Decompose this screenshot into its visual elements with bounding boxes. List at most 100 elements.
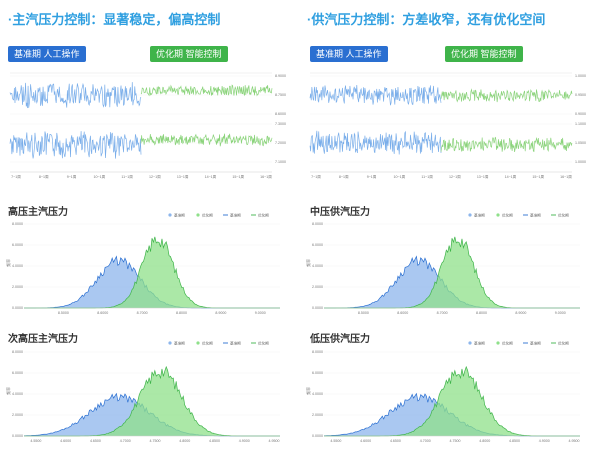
x-tick-label: 10~1周 [93, 174, 105, 179]
y-tick-label: 1.0500 [575, 141, 586, 145]
series-top-opt [440, 88, 573, 103]
y-tick-label: 1.1000 [575, 122, 586, 126]
legend-swatch [168, 341, 172, 345]
y-axis-label: 频率 [5, 259, 11, 267]
x-tick-label: 4.6000 [60, 439, 71, 443]
x-tick-label: 4.8000 [479, 439, 490, 443]
y-tick-label: 2.0000 [12, 413, 23, 417]
series-top-opt [140, 84, 273, 97]
y-tick-label: 2.0000 [312, 285, 323, 289]
x-tick-label: 16~1周 [260, 174, 272, 179]
x-tick-label: 12~1周 [149, 174, 161, 179]
x-tick-label: 4.7000 [420, 439, 431, 443]
x-tick-label: 8.6000 [397, 311, 408, 315]
x-tick-label: 4.6500 [390, 439, 401, 443]
y-tick-label: 0.0000 [12, 306, 23, 310]
legend-swatch [468, 341, 472, 345]
x-tick-label: 14~1周 [505, 174, 517, 179]
y-tick-label: 6.0000 [312, 243, 323, 247]
x-tick-label: 4.7500 [449, 439, 460, 443]
legend-label: 优化期 [502, 212, 513, 217]
left-timeseries-chart: 8.9000 8.7500 8.6000 7.3000 7.2000 7.1000 7~1周… [9, 72, 286, 179]
left-tag-base: 基准期 人工操作 [8, 46, 86, 62]
y-tick-label: 8.7500 [275, 93, 286, 97]
x-tick-label: 8.8000 [476, 311, 487, 315]
y-tick-label: 0.9500 [575, 93, 586, 97]
x-tick-label: 8~1周 [39, 174, 49, 179]
legend-swatch [168, 213, 172, 217]
x-tick-label: 8.7000 [137, 311, 148, 315]
y-tick-label: 0.9000 [575, 112, 586, 116]
legend-label: 基准期 [230, 340, 241, 345]
y-tick-label: 0.0000 [312, 306, 323, 310]
y-tick-label: 1.0000 [575, 160, 586, 164]
y-tick-label: 7.2000 [275, 141, 286, 145]
series-bottom-base [9, 131, 142, 159]
dist-chart-2: 基准期 优化期 基准期 优化期 8.0000 6.0000 4.0000 2.0000 0.00… [305, 212, 580, 315]
x-tick-label: 4.8500 [209, 439, 220, 443]
legend-label: 基准期 [230, 212, 241, 217]
right-tag-base: 基准期 人工操作 [310, 46, 388, 62]
dist-title-1: 高压主汽压力 [8, 207, 68, 218]
opt-period-area [24, 366, 280, 436]
legend-label: 基准期 [530, 340, 541, 345]
x-tick-label: 8.5000 [58, 311, 69, 315]
right-panel-title: ·供汽压力控制：方差收窄，还有优化空间 [307, 12, 546, 27]
y-tick-label: 6.0000 [312, 371, 323, 375]
series-top-base [9, 82, 142, 109]
y-axis-label: 频率 [305, 387, 311, 395]
y-tick-label: 8.0000 [12, 222, 23, 226]
x-tick-label: 4.9000 [239, 439, 250, 443]
y-tick-label: 1.0000 [575, 74, 586, 78]
x-tick-label: 4.5500 [30, 439, 41, 443]
y-tick-label: 8.0000 [312, 222, 323, 226]
x-tick-label: 8.6000 [97, 311, 108, 315]
y-axis-label: 频率 [5, 387, 11, 395]
legend-label: 优化期 [558, 212, 569, 217]
y-tick-label: 4.0000 [312, 392, 323, 396]
y-tick-label: 8.0000 [12, 350, 23, 354]
x-tick-label: 16~1周 [560, 174, 572, 179]
left-tag-opt: 优化期 智能控制 [150, 46, 228, 62]
legend-swatch [496, 341, 500, 345]
x-tick-label: 8.7000 [437, 311, 448, 315]
legend-label: 优化期 [502, 340, 513, 345]
legend-label: 优化期 [202, 212, 213, 217]
series-top-base [309, 85, 442, 106]
y-tick-label: 2.0000 [12, 285, 23, 289]
x-tick-label: 4.7000 [120, 439, 131, 443]
x-tick-label: 8.9000 [215, 311, 226, 315]
right-tag-opt: 优化期 智能控制 [445, 46, 523, 62]
base-period-area [324, 256, 580, 308]
x-tick-label: 8.8000 [176, 311, 187, 315]
dist-title-3: 次高压主汽压力 [8, 334, 78, 345]
y-tick-label: 2.0000 [312, 413, 323, 417]
x-tick-label: 9.0000 [555, 311, 566, 315]
series-bottom-opt [140, 133, 273, 147]
dist-chart-4: 基准期 优化期 基准期 优化期 8.0000 6.0000 4.0000 2.0000 0.00… [305, 340, 580, 443]
legend-label: 优化期 [258, 212, 269, 217]
x-tick-label: 4.9500 [569, 439, 580, 443]
x-tick-label: 13~1周 [177, 174, 189, 179]
opt-period-area [24, 236, 280, 308]
opt-period-area [324, 366, 580, 436]
y-tick-label: 4.0000 [312, 264, 323, 268]
x-tick-label: 4.9500 [269, 439, 280, 443]
x-tick-label: 9~1周 [67, 174, 77, 179]
x-tick-label: 8~1周 [339, 174, 349, 179]
right-timeseries-chart: 1.0000 0.9500 0.9000 1.1000 1.0500 1.0000 7~1周… [309, 72, 586, 179]
dist-chart-1: 基准期 优化期 基准期 优化期 8.0000 6.0000 4.0000 2.0000 0.00… [5, 212, 280, 315]
y-tick-label: 4.0000 [12, 392, 23, 396]
x-tick-label: 15~1周 [532, 174, 544, 179]
legend-swatch [196, 341, 200, 345]
legend-label: 基准期 [474, 212, 485, 217]
legend-swatch [196, 213, 200, 217]
y-tick-label: 7.3000 [275, 122, 286, 126]
legend-label: 基准期 [174, 212, 185, 217]
x-tick-label: 4.8500 [509, 439, 520, 443]
x-tick-label: 10~1周 [393, 174, 405, 179]
x-tick-label: 4.6000 [360, 439, 371, 443]
legend-label: 优化期 [558, 340, 569, 345]
x-tick-label: 11~1周 [421, 174, 433, 179]
legend-label: 优化期 [258, 340, 269, 345]
